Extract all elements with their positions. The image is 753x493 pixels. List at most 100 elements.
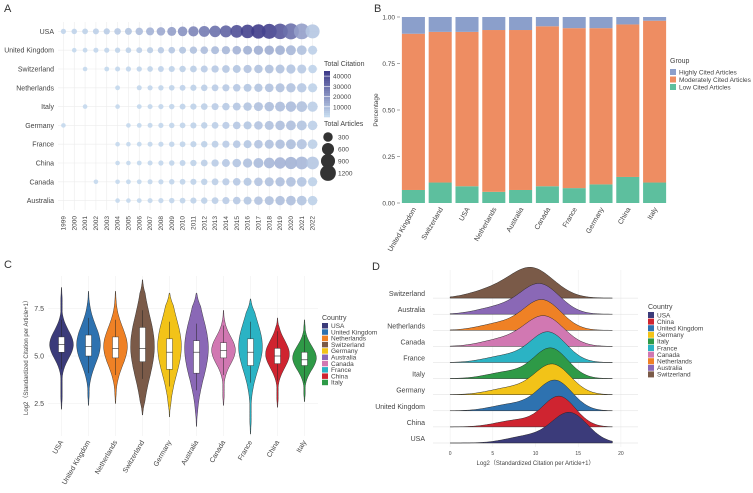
bubble-point (221, 159, 230, 167)
bar-segment (401, 17, 425, 34)
x-tick-label: 5 (491, 451, 494, 457)
bubble-point (275, 64, 285, 74)
bubble-point (82, 104, 88, 109)
bar-segment (535, 26, 559, 187)
bubble-point (200, 46, 209, 55)
bar-segment (589, 17, 613, 29)
bubble-point (71, 47, 77, 53)
ridge-density (449, 315, 613, 347)
x-tick-label: Germany (153, 439, 174, 468)
bubble-point (275, 177, 285, 187)
bubble-point (190, 65, 197, 73)
bubble-point (264, 196, 274, 206)
x-tick-label: USA (52, 439, 65, 455)
bubble-point (308, 45, 318, 55)
legend-label: Moderately Cited Articles (679, 77, 752, 84)
x-tick-label: 20 (618, 451, 624, 457)
y-tick-label: Germany (396, 388, 425, 395)
y-tick-label: Switzerland (389, 291, 425, 298)
bar-segment (509, 17, 533, 31)
panel-a-plot-area (58, 22, 318, 210)
legend-swatch (648, 325, 654, 332)
y-tick-label: Canada (400, 339, 425, 346)
legend-label: Canada (657, 352, 680, 359)
bubble-point (168, 65, 175, 73)
bubble-point (190, 159, 197, 167)
x-tick-label: Canada (209, 439, 227, 464)
bubble-point (242, 158, 253, 168)
bubble-point (275, 83, 285, 93)
bubble-point (286, 64, 296, 74)
colorbar-segment (324, 77, 330, 80)
y-tick-label: France (403, 356, 425, 363)
ridge-density (449, 379, 613, 412)
x-tick-label: France (237, 439, 254, 461)
x-tick-label-year: 2012 (201, 216, 208, 231)
bar-segment (401, 33, 425, 190)
bubble-point (264, 64, 274, 74)
bar-segment (509, 189, 533, 203)
colorbar-segment (324, 87, 330, 90)
bubble-point (114, 28, 121, 35)
bubble-point (158, 85, 164, 91)
bubble-point (190, 122, 197, 129)
bubble-point (136, 198, 142, 204)
bubble-point (251, 24, 266, 39)
bubble-point (201, 178, 208, 186)
x-tick-label-year: 2017 (255, 216, 262, 231)
bubble-point (147, 47, 154, 54)
panel-letter-c: C (4, 259, 12, 271)
bubble-point (104, 66, 110, 72)
bubble-point (125, 47, 132, 54)
bubble-point (211, 159, 219, 167)
colorbar-segment (324, 89, 330, 92)
bubble-point (296, 195, 307, 206)
bubble-point (243, 177, 252, 186)
bubble-point (240, 24, 255, 39)
bubble-point (296, 176, 307, 187)
bubble-point (190, 178, 197, 185)
bar-segment (616, 176, 640, 203)
bar-segment (482, 30, 506, 192)
box-iqr (166, 338, 173, 370)
bubble-point (179, 122, 186, 129)
bubble-point (158, 122, 164, 128)
x-tick-label-year: 2007 (147, 216, 154, 231)
bubble-point (169, 103, 175, 110)
bubble-point (305, 24, 320, 39)
bubble-point (306, 156, 319, 170)
x-tick-label: Netherlands (94, 439, 119, 476)
bubble-point (296, 45, 307, 56)
legend-label: USA (657, 312, 671, 319)
colorbar-segment (324, 105, 330, 108)
bubble-point (115, 141, 120, 147)
bubble-point (232, 121, 241, 130)
ridge-density (449, 267, 613, 299)
size-legend-label: 300 (338, 135, 349, 142)
colorbar-segment (324, 103, 330, 106)
size-legend-circle (320, 165, 336, 181)
ridge-density (449, 363, 613, 395)
bubble-point (147, 160, 153, 166)
bubble-point (179, 84, 186, 91)
bubble-point (82, 47, 88, 53)
bubble-point (124, 27, 132, 35)
bubble-point (264, 101, 274, 112)
bubble-point (232, 102, 241, 111)
y-tick-label-country: Netherlands (16, 85, 54, 92)
x-tick-label-year: 2003 (104, 216, 111, 231)
bubble-point (232, 177, 241, 186)
legend-swatch (648, 371, 654, 378)
size-legend-title: Total Articles (324, 121, 364, 128)
bubble-point (243, 102, 252, 111)
legend-swatch (322, 329, 328, 335)
bar-segment (401, 189, 425, 203)
colorbar-segment (324, 101, 330, 104)
bubble-point (168, 84, 175, 91)
bubble-point (115, 85, 120, 91)
legend-swatch (648, 331, 654, 338)
bubble-point (200, 65, 208, 73)
size-legend-label: 1200 (338, 171, 353, 178)
legend-label: France (657, 345, 678, 352)
